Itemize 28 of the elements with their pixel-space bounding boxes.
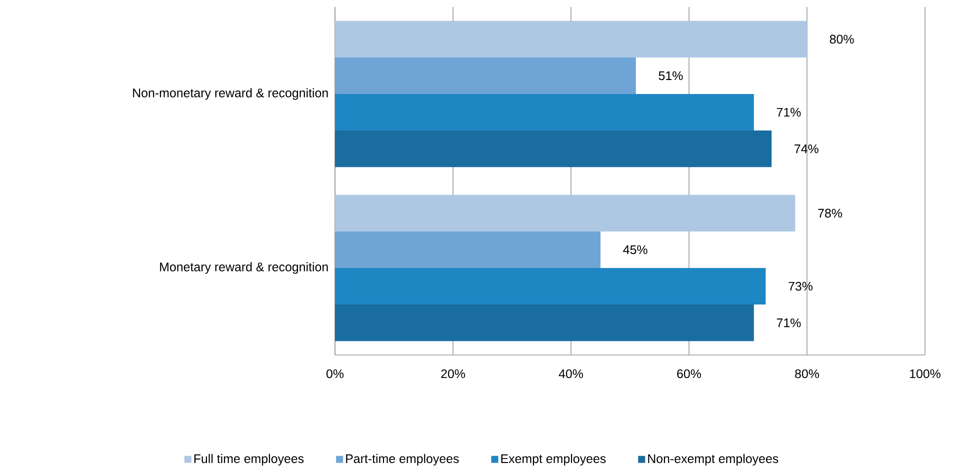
data-label: 71% [776,318,801,328]
x-tick-label: 100% [910,369,940,378]
bar [335,130,772,168]
legend-label: Full time employees [194,454,304,466]
data-label: 73% [788,282,813,291]
bar [335,57,636,94]
data-label: 45% [623,245,648,254]
x-tick-label: 60% [677,369,702,378]
x-tick-label: 40% [558,369,584,378]
legend-label: Part-time employees [346,454,459,466]
bar [335,94,754,131]
legend-label: Non-exempt employees [648,454,778,466]
data-label: 78% [818,208,842,218]
data-label: 80% [830,34,854,44]
y-tick-label: Non-monetary reward & recognition [133,88,328,100]
data-label: 74% [794,144,818,154]
bar [335,304,754,342]
x-tick-label: 20% [441,369,466,378]
data-label: 51% [658,71,683,80]
y-tick-label: Monetary reward & recognition [160,262,328,274]
bar [335,268,766,305]
bar [335,231,600,268]
bar [335,194,796,232]
x-tick-label: 0% [326,369,344,378]
data-label: 71% [776,108,801,117]
bar [335,20,807,58]
x-tick-label: 80% [795,369,820,378]
legend-label: Exempt employees [501,454,606,466]
